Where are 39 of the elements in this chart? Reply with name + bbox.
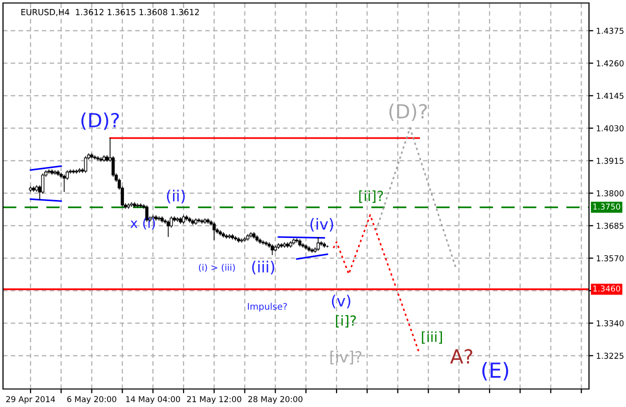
annotation: (E) <box>482 362 508 381</box>
text: EURUSD,H4 1.3612 1.3615 1.3608 1.3612 <box>21 8 199 16</box>
annotation: [iv]? <box>330 350 362 364</box>
candlestick <box>62 174 66 192</box>
y-tick-label: 1.3685 <box>596 222 624 229</box>
annotation: [iii] <box>422 331 442 344</box>
annotation: [ii]? <box>359 190 383 203</box>
x-tick-label: 21 May 12:00 <box>187 396 242 404</box>
ref-line-label: 1.3460 <box>593 285 620 292</box>
annotation: (D)? <box>81 112 119 130</box>
y-tick-label: 1.4145 <box>596 92 624 99</box>
x-tick-label: 14 May 04:00 <box>126 396 180 404</box>
annotation: Impulse? <box>248 302 287 312</box>
annotation: (ii) <box>166 190 185 204</box>
annotation: x (i) <box>130 218 155 230</box>
x-tick-label: 28 May 20:00 <box>248 396 302 404</box>
y-tick-label: 1.3570 <box>596 255 624 262</box>
candlestick <box>316 236 320 252</box>
x-tick-label: 29 Apr 2014 <box>6 396 55 404</box>
candlestick <box>84 156 88 174</box>
y-tick-label: 1.4375 <box>596 28 624 34</box>
annotation: (i) > (iii) <box>198 264 235 272</box>
y-tick-label: 1.4260 <box>596 60 624 66</box>
annotation: (v) <box>332 294 350 308</box>
candlestick <box>212 222 216 240</box>
y-tick-label: 1.4030 <box>596 125 624 132</box>
y-tick-label: 1.3915 <box>596 158 624 164</box>
annotation: (D)? <box>389 104 427 121</box>
annotation: (iv) <box>310 218 334 232</box>
y-tick-label: 1.3340 <box>596 320 624 326</box>
ref-line-label: 1.3750 <box>593 204 620 210</box>
candlestick <box>166 220 170 238</box>
annotation: A? <box>450 349 472 364</box>
candlestick <box>270 244 274 256</box>
annotation: [i]? <box>336 315 356 328</box>
annotation: (iii) <box>252 260 274 274</box>
y-tick-label: 1.3225 <box>596 352 624 359</box>
y-tick-label: 1.3800 <box>596 190 624 196</box>
x-tick-label: 6 May 20:00 <box>67 396 116 404</box>
